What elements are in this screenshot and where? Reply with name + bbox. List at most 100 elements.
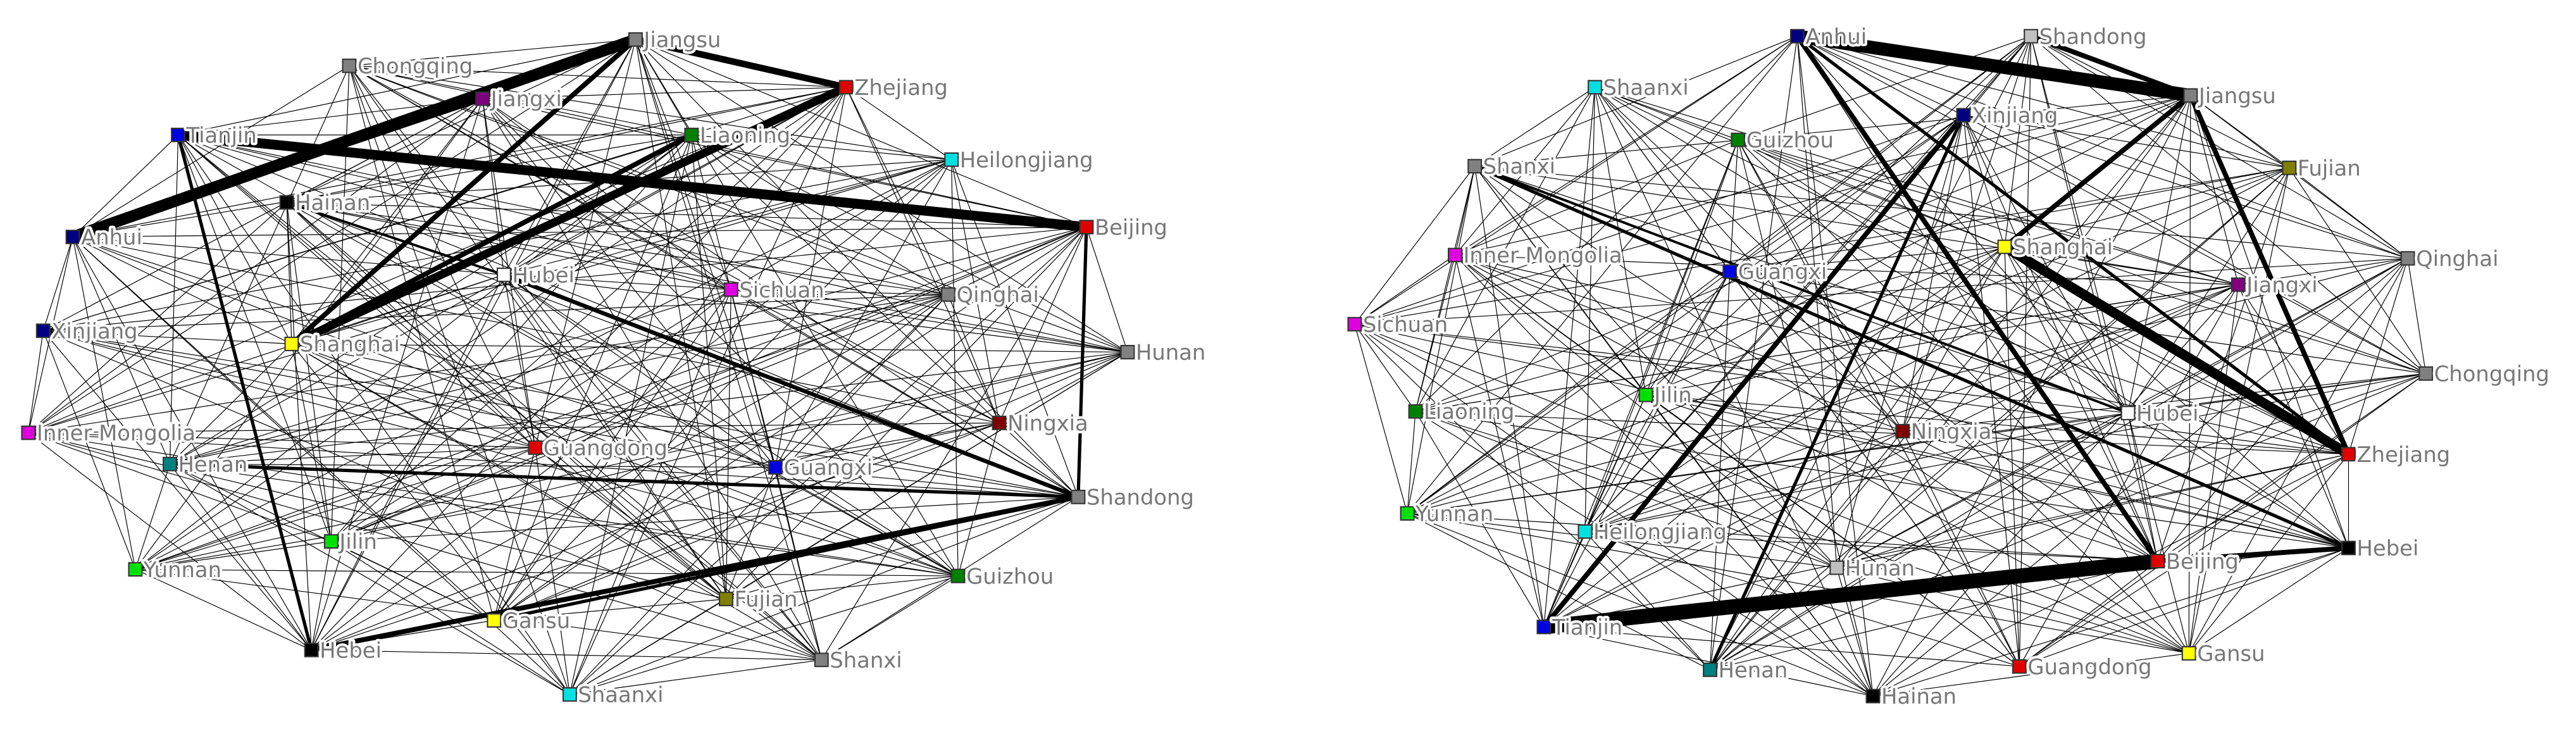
edge xyxy=(1543,271,1731,628)
edge xyxy=(1584,373,2426,532)
node-label: Chongqing xyxy=(358,54,473,78)
node xyxy=(684,127,699,142)
edge xyxy=(1354,323,2349,455)
node-label: Guangdong xyxy=(2027,654,2151,679)
edge xyxy=(1543,531,1586,628)
node xyxy=(284,337,299,351)
edge xyxy=(170,463,776,468)
edge xyxy=(2188,284,2239,654)
edge xyxy=(999,422,1079,497)
edge xyxy=(1407,115,1964,514)
edge xyxy=(1415,411,2349,549)
edge xyxy=(1415,411,1837,568)
edge xyxy=(2031,36,2129,413)
edge xyxy=(2289,167,2408,259)
node-label: Shanghai xyxy=(300,332,400,357)
edge xyxy=(1543,139,1739,627)
node-label: Shaanxi xyxy=(578,682,663,707)
edge xyxy=(43,330,776,468)
node xyxy=(323,534,339,549)
node xyxy=(1703,662,1717,677)
node xyxy=(1588,80,1602,95)
edge xyxy=(1872,454,2349,697)
edge xyxy=(1474,87,1595,167)
edge xyxy=(42,330,312,651)
node xyxy=(944,152,959,167)
edge xyxy=(170,227,1087,464)
edge xyxy=(1407,35,2031,514)
edge xyxy=(2127,413,2189,654)
heavy-edge xyxy=(176,134,313,651)
heavy-edge xyxy=(1076,227,1088,497)
heavy-edge xyxy=(1474,165,2349,550)
node xyxy=(1467,159,1483,174)
edge xyxy=(287,202,1128,353)
edge xyxy=(821,575,959,661)
edge xyxy=(28,159,952,433)
node-label: Guizhou xyxy=(966,564,1054,589)
node-label: Sichuan xyxy=(739,278,824,302)
edge xyxy=(635,39,1087,228)
edge xyxy=(535,447,570,695)
edge xyxy=(2348,258,2408,454)
edge xyxy=(349,39,636,66)
edge xyxy=(1415,411,1545,628)
edge xyxy=(730,289,1079,497)
node-label: Jiangsu xyxy=(2198,84,2276,108)
edge xyxy=(170,289,731,464)
node xyxy=(950,568,966,583)
edge xyxy=(331,294,949,542)
edge xyxy=(1836,95,2191,568)
edge xyxy=(2157,168,2290,561)
edge xyxy=(72,134,178,237)
edge xyxy=(845,87,949,295)
node-label: Xinjiang xyxy=(1972,103,2058,128)
node-label: Jiangxi xyxy=(2245,273,2317,297)
edge xyxy=(1594,87,1646,396)
node xyxy=(528,440,543,455)
node xyxy=(1731,132,1746,147)
nodes: Jiangsu Chongqing Zhejiang Jiangxi Tianjin Li… xyxy=(21,22,2552,711)
edge xyxy=(311,649,822,661)
edge xyxy=(1738,139,2426,374)
node xyxy=(304,642,319,657)
edge xyxy=(2031,35,2408,259)
edge xyxy=(503,274,726,599)
node-label: Gansu xyxy=(502,608,570,633)
edge xyxy=(2004,246,2158,562)
edge xyxy=(72,236,776,468)
edge xyxy=(331,447,536,542)
node-label: Inner Mongolia xyxy=(1463,243,1622,268)
edge xyxy=(170,463,570,695)
edge xyxy=(2188,547,2349,654)
edge xyxy=(28,432,1078,497)
edge xyxy=(569,496,1079,695)
edge xyxy=(169,135,179,464)
node-label: Xinjiang xyxy=(51,319,137,344)
edge xyxy=(42,237,73,331)
heavy-edge xyxy=(1795,35,2160,563)
edge xyxy=(28,87,847,433)
edge xyxy=(494,289,731,621)
edge xyxy=(2127,413,2158,561)
edge xyxy=(726,496,1079,600)
node-label: Gansu xyxy=(2197,641,2265,666)
heavy-edge xyxy=(1541,113,1966,629)
edge xyxy=(28,432,312,651)
edge xyxy=(1729,271,2426,374)
edge xyxy=(331,541,495,621)
node-label: Hainan xyxy=(1881,684,1957,709)
node-label: Shandong xyxy=(2039,24,2147,49)
edge xyxy=(1645,35,2032,396)
node xyxy=(21,425,36,440)
edge xyxy=(135,294,949,570)
edge xyxy=(845,87,952,160)
edge xyxy=(311,275,504,651)
node xyxy=(2024,28,2039,44)
node xyxy=(65,230,80,244)
edge xyxy=(1738,139,1903,432)
node xyxy=(2183,88,2198,103)
edge xyxy=(2237,284,2349,455)
heavy-edge xyxy=(72,96,483,240)
